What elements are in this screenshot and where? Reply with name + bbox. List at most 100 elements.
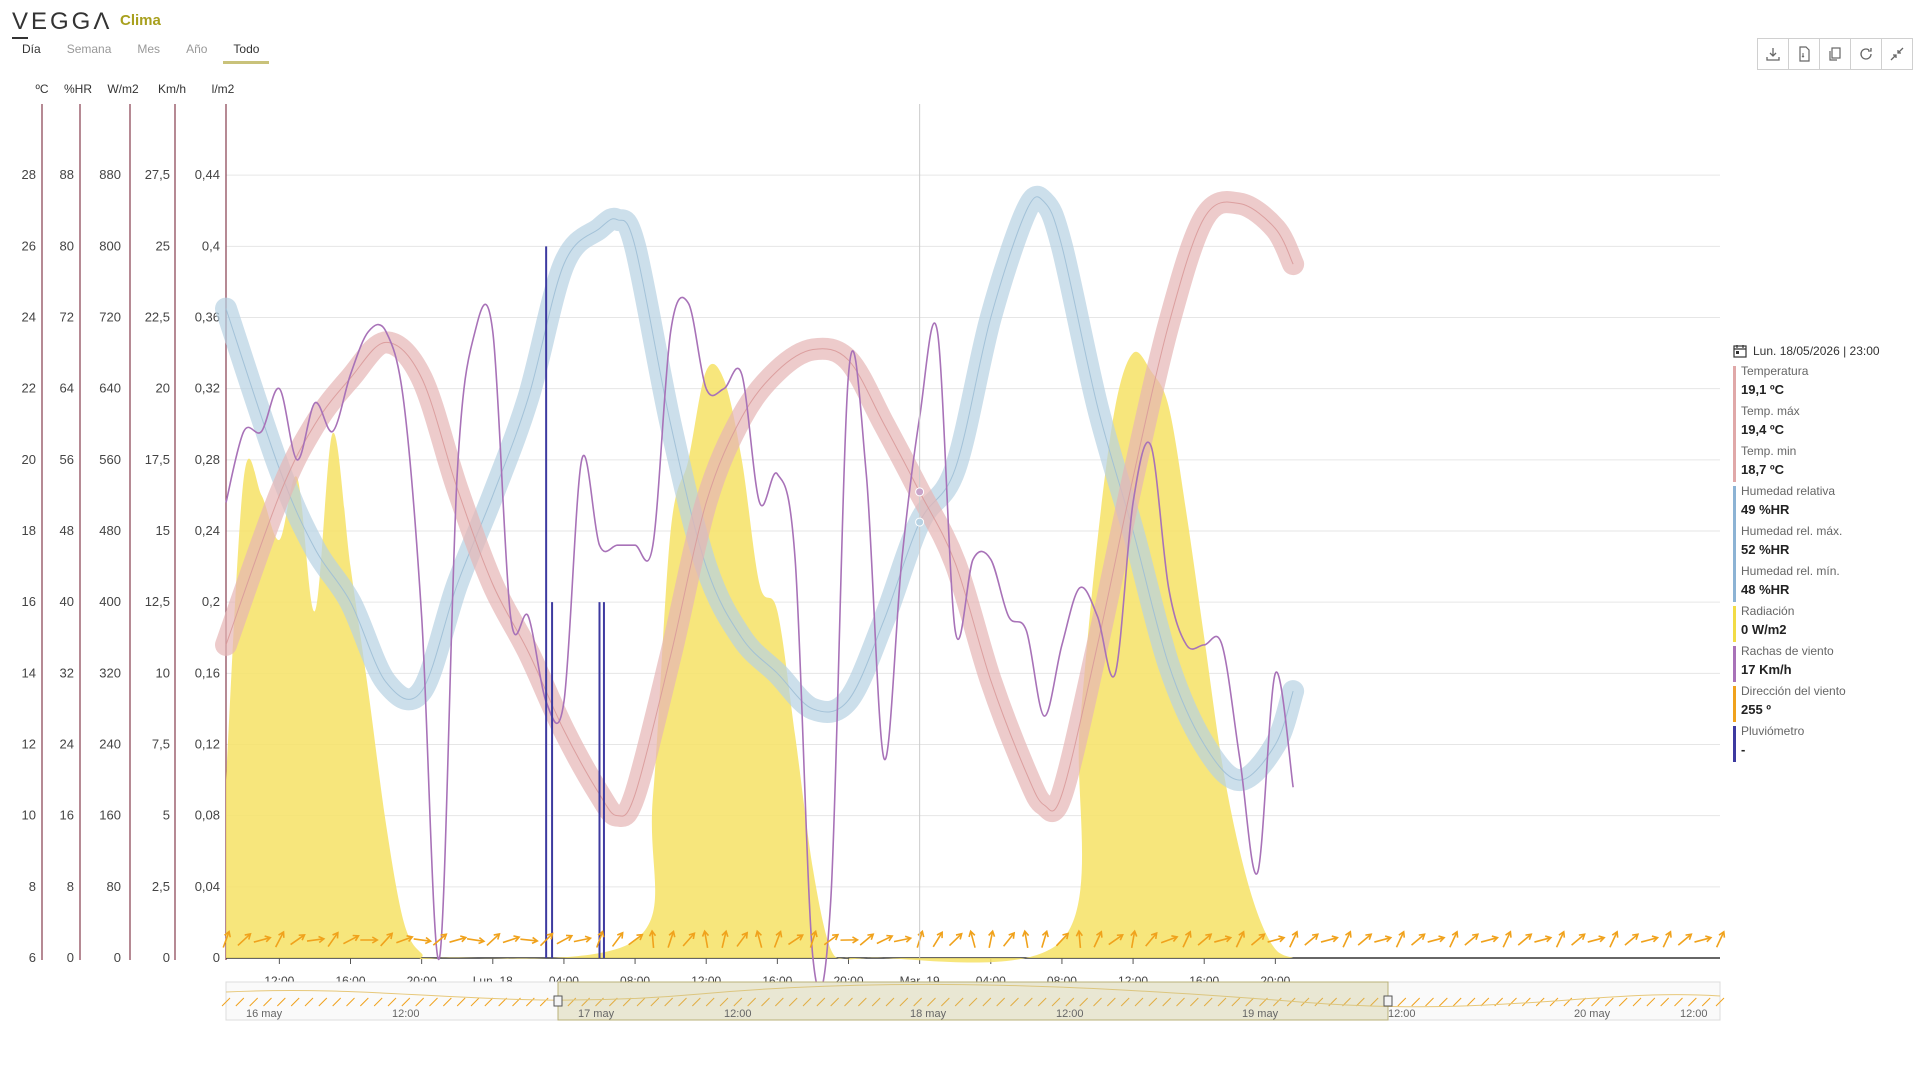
wind-arrow-head <box>1384 935 1393 943</box>
y-tick-label: 0,36 <box>195 310 220 325</box>
y-axes: ºC 6 8 10 12 14 16 18 20 22 24 26 28 %HR 0 8 16 24 32 40 48 5… <box>22 82 235 965</box>
legend-item: Pluviómetro - <box>1733 724 1913 764</box>
y-tick-label: 80 <box>60 238 74 253</box>
navigator-arrow <box>830 997 840 1007</box>
wind-arrow <box>1571 933 1586 946</box>
navigator-bg <box>225 981 1721 1021</box>
wind-arrow-shaft <box>788 934 803 946</box>
wind-arrow-head <box>244 932 252 940</box>
legend-date: Lun. 18/05/2026 | 23:00 <box>1733 344 1913 358</box>
legend-item: Rachas de viento 17 Km/h <box>1733 644 1913 684</box>
wind-arrow <box>1093 930 1103 948</box>
navigator-arrow <box>1508 997 1517 1007</box>
wind-arrow-head <box>1545 935 1553 943</box>
navigator-arrow <box>678 997 687 1007</box>
wind-arrow-head <box>1632 933 1640 940</box>
export-xls-icon <box>1799 46 1810 62</box>
legend-item-name: Temperatura <box>1741 364 1809 378</box>
y-tick-label: 15 <box>156 523 170 538</box>
wind-arrow-shaft <box>893 937 910 943</box>
wind-arrow <box>1289 930 1299 948</box>
wind-arrow-head <box>852 936 860 944</box>
legend-item-name: Humedad rel. mín. <box>1741 564 1840 578</box>
tab-semana[interactable]: Semana <box>66 42 112 56</box>
y-tick-label: 16 <box>22 594 36 609</box>
wind-arrow-head <box>775 930 783 938</box>
navigator-arrow <box>1369 997 1379 1007</box>
tab-dia[interactable]: Día <box>22 42 41 56</box>
refresh-button[interactable] <box>1850 38 1882 70</box>
humidity-band-line <box>225 196 1294 781</box>
wind-arrow <box>701 929 710 949</box>
wind-arrow-head <box>460 935 468 943</box>
wind-arrow-shaft <box>306 938 323 942</box>
wind-arrow-head <box>1525 933 1533 940</box>
y-tick-label: 7,5 <box>152 737 170 752</box>
navigator-arrow <box>1217 997 1227 1007</box>
wind-arrow-shaft <box>1502 932 1511 948</box>
y-tick-label: 0,12 <box>195 737 220 752</box>
wind-arrow-shaft <box>1267 937 1284 943</box>
wind-arrow <box>932 931 943 948</box>
y-tick-label: 22 <box>22 381 36 396</box>
y-tick-label: 0 <box>213 950 220 965</box>
wind-arrow <box>859 933 875 946</box>
legend-color-bar <box>1733 726 1736 762</box>
wind-arrow-shaft <box>876 935 892 945</box>
period-tabs: Día Semana Mes Año Todo <box>12 42 275 64</box>
navigator-arrow <box>1646 997 1656 1007</box>
wind-arrow <box>1145 931 1158 947</box>
wind-arrow-head <box>584 935 593 943</box>
navigator-label: 12:00 <box>392 1008 420 1020</box>
y-tick-label: 14 <box>22 665 36 680</box>
navigator-arrow <box>1286 997 1296 1007</box>
legend-item: Dirección del viento 255 º <box>1733 684 1913 724</box>
navigator-arrow <box>1106 997 1116 1007</box>
chart-toolbar <box>1757 38 1913 70</box>
navigator-arrow <box>1604 997 1614 1007</box>
navigator-arrow <box>304 997 314 1007</box>
navigator-arrow <box>1162 997 1172 1007</box>
wind-arrow-head <box>440 933 448 940</box>
app-title: Clima <box>120 12 161 29</box>
y-tick-label: 64 <box>60 381 74 396</box>
navigator-selection <box>557 981 1389 1021</box>
wind-arrow <box>809 929 818 948</box>
navigator-arrow <box>650 997 660 1007</box>
tab-ano[interactable]: Año <box>186 42 208 56</box>
wind-arrow-head <box>1311 933 1320 940</box>
wind-arrow-shaft <box>651 931 655 949</box>
calendar-icon <box>1733 345 1747 358</box>
wind-arrow-head <box>1611 930 1619 938</box>
navigator-label: 12:00 <box>1680 1008 1708 1020</box>
wind-arrow <box>893 935 913 943</box>
wind-arrow-shaft <box>1587 937 1604 943</box>
collapse-button[interactable] <box>1881 38 1913 70</box>
y-tick-label: 400 <box>99 594 121 609</box>
tab-todo[interactable]: Todo <box>223 42 270 64</box>
legend-color-bar <box>1733 366 1736 482</box>
wind-arrow-head <box>424 936 433 945</box>
wind-arrow-head <box>936 931 943 939</box>
copy-button[interactable] <box>1819 38 1851 70</box>
wind-arrow-shaft <box>432 934 447 946</box>
wind-arrow <box>1214 935 1233 943</box>
y-tick-label: 22,5 <box>145 310 170 325</box>
wind-arrow-head <box>1438 935 1446 943</box>
wind-arrow-shaft <box>1374 937 1391 943</box>
wind-arrow-shaft <box>1662 932 1671 948</box>
tab-mes[interactable]: Mes <box>137 42 161 56</box>
download-button[interactable] <box>1757 38 1789 70</box>
navigator-arrow <box>844 997 853 1007</box>
navigator-arrow <box>276 997 286 1007</box>
y-tick-label: 6 <box>29 950 36 965</box>
navigator-arrow <box>636 997 646 1007</box>
navigator-arrow <box>567 997 577 1007</box>
navigator-arrow <box>1203 997 1213 1007</box>
navigator-arrow <box>1023 997 1033 1007</box>
navigator-label: 16 may <box>246 1008 283 1020</box>
wind-arrow <box>628 933 644 946</box>
y-tick-label: 18 <box>22 523 36 538</box>
wind-arrow-head <box>1008 931 1016 939</box>
